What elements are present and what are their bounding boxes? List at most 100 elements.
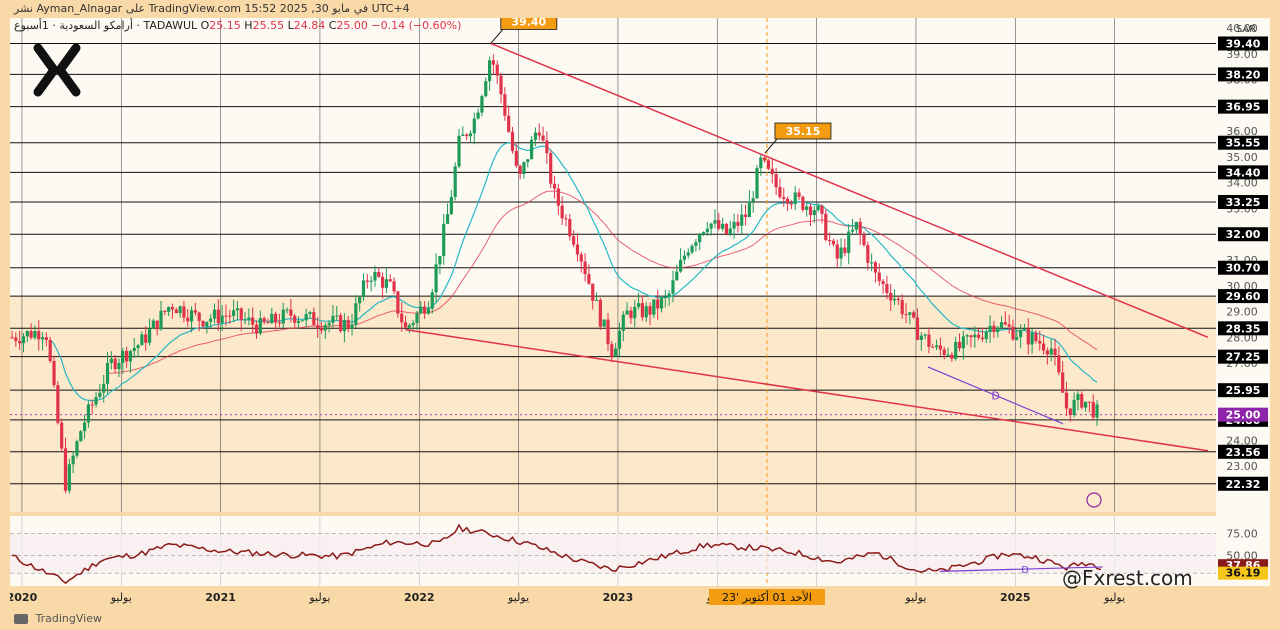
rsi-pane[interactable]: D — [10, 516, 1216, 586]
candle-body[interactable] — [90, 404, 94, 406]
candle-body[interactable] — [331, 316, 335, 323]
candle-body[interactable] — [797, 192, 801, 197]
candle-body[interactable] — [587, 274, 591, 284]
candle-body[interactable] — [774, 174, 778, 188]
candle-body[interactable] — [751, 198, 755, 202]
candle-body[interactable] — [541, 135, 545, 141]
candle-body[interactable] — [820, 205, 824, 214]
candle-body[interactable] — [403, 322, 408, 328]
candle-body[interactable] — [721, 223, 725, 229]
candle-body[interactable] — [189, 310, 194, 322]
candle-body[interactable] — [1061, 372, 1065, 393]
candle-body[interactable] — [499, 75, 503, 95]
candle-body[interactable] — [782, 197, 786, 199]
candle-body[interactable] — [419, 306, 423, 314]
candle-body[interactable] — [25, 330, 29, 337]
candle-body[interactable] — [113, 358, 117, 370]
candle-body[interactable] — [121, 350, 125, 363]
candle-body[interactable] — [354, 303, 358, 325]
candle-body[interactable] — [808, 206, 813, 216]
flash-icon[interactable] — [1086, 492, 1102, 508]
candle-body[interactable] — [942, 349, 946, 356]
candle-body[interactable] — [170, 307, 175, 310]
candle-body[interactable] — [591, 283, 595, 301]
candle-body[interactable] — [824, 213, 828, 241]
candle-body[interactable] — [327, 322, 331, 326]
candle-body[interactable] — [717, 220, 721, 229]
candle-body[interactable] — [648, 306, 652, 315]
candle-body[interactable] — [400, 313, 404, 323]
candle-body[interactable] — [251, 317, 255, 325]
candle-body[interactable] — [377, 271, 381, 277]
candle-body[interactable] — [575, 244, 580, 255]
candle-body[interactable] — [449, 197, 453, 215]
candle-body[interactable] — [438, 256, 442, 265]
candle-body[interactable] — [52, 361, 56, 386]
candle-body[interactable] — [480, 96, 484, 113]
candle-body[interactable] — [147, 328, 152, 343]
candle-body[interactable] — [442, 223, 446, 257]
candle-body[interactable] — [503, 94, 507, 116]
candle-body[interactable] — [652, 299, 656, 315]
candle-body[interactable] — [373, 271, 377, 281]
candle-body[interactable] — [923, 334, 927, 336]
candle-body[interactable] — [167, 307, 171, 312]
candle-body[interactable] — [79, 431, 83, 442]
candle-body[interactable] — [254, 324, 259, 334]
candle-body[interactable] — [659, 297, 664, 309]
candle-body[interactable] — [75, 441, 79, 456]
candle-body[interactable] — [1007, 324, 1011, 327]
candle-body[interactable] — [40, 337, 45, 340]
candle-body[interactable] — [316, 325, 320, 328]
candle-body[interactable] — [839, 247, 843, 259]
candle-body[interactable] — [1015, 337, 1019, 340]
candle-body[interactable] — [1011, 326, 1015, 340]
candle-body[interactable] — [21, 336, 26, 344]
candle-body[interactable] — [552, 183, 557, 189]
candle-body[interactable] — [468, 133, 473, 137]
candle-body[interactable] — [732, 221, 736, 229]
candle-body[interactable] — [388, 279, 392, 282]
candle-body[interactable] — [507, 115, 511, 132]
candle-body[interactable] — [262, 318, 266, 323]
candle-body[interactable] — [105, 362, 110, 384]
candle-body[interactable] — [843, 247, 847, 254]
candle-body[interactable] — [877, 272, 881, 282]
candle-body[interactable] — [858, 221, 862, 235]
candle-body[interactable] — [602, 319, 606, 327]
candle-body[interactable] — [522, 162, 526, 174]
candle-body[interactable] — [423, 306, 427, 314]
candle-body[interactable] — [533, 132, 538, 140]
candle-body[interactable] — [931, 346, 935, 348]
candle-body[interactable] — [854, 221, 858, 230]
candle-body[interactable] — [304, 313, 308, 321]
candle-body[interactable] — [549, 153, 553, 184]
candle-body[interactable] — [690, 245, 694, 253]
candle-body[interactable] — [163, 310, 167, 312]
candle-body[interactable] — [740, 214, 744, 226]
candle-body[interactable] — [201, 321, 205, 327]
level-price-tag[interactable] — [1218, 36, 1268, 51]
candle-body[interactable] — [296, 320, 301, 323]
candle-body[interactable] — [300, 320, 304, 322]
candle-body[interactable] — [239, 308, 243, 320]
candle-body[interactable] — [545, 140, 549, 154]
candle-body[interactable] — [335, 315, 339, 317]
candle-body[interactable] — [881, 281, 885, 284]
candle-body[interactable] — [957, 341, 962, 349]
candle-body[interactable] — [82, 422, 87, 432]
candle-body[interactable] — [961, 336, 965, 349]
candle-body[interactable] — [900, 300, 904, 315]
candle-body[interactable] — [973, 334, 977, 338]
candle-body[interactable] — [912, 312, 916, 318]
candle-body[interactable] — [1022, 328, 1027, 330]
candle-body[interactable] — [1064, 392, 1069, 409]
candle-body[interactable] — [946, 354, 950, 356]
candle-body[interactable] — [908, 312, 912, 315]
candle-body[interactable] — [514, 151, 518, 166]
candle-body[interactable] — [694, 242, 698, 246]
candle-body[interactable] — [870, 262, 874, 264]
candle-body[interactable] — [445, 214, 450, 224]
candle-body[interactable] — [701, 232, 706, 235]
candle-body[interactable] — [258, 318, 262, 334]
